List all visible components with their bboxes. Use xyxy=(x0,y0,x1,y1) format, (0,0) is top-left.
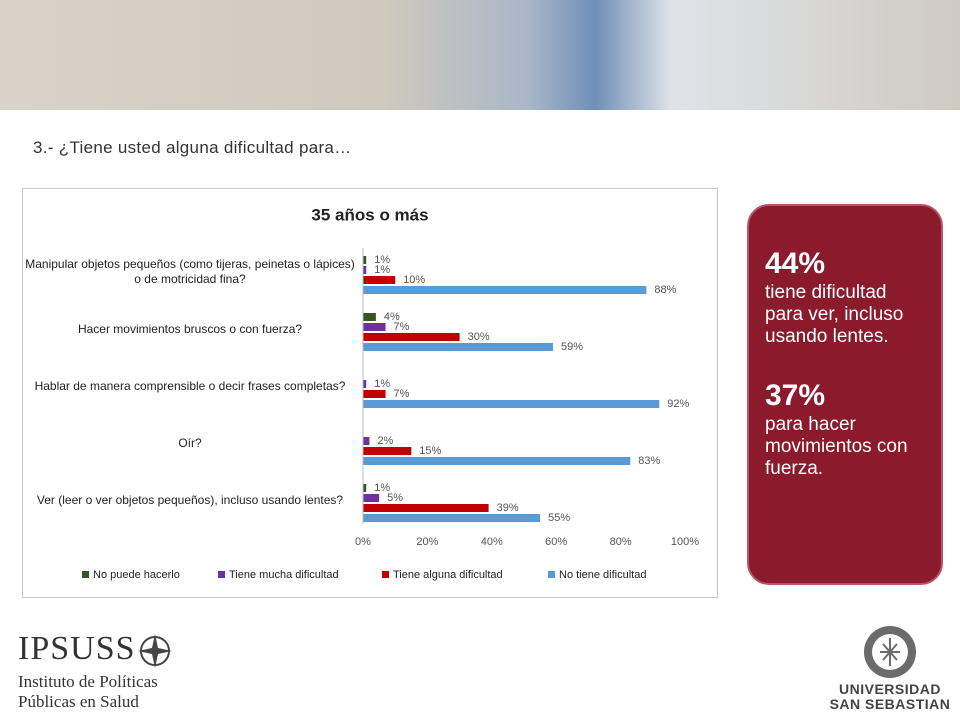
category-text: Hacer movimientos bruscos o con fuerza? xyxy=(77,321,303,336)
category-text: Hablar de manera comprensible o decir fr… xyxy=(34,378,346,393)
category-label: Ver (leer o ver objetos pequeños), inclu… xyxy=(25,480,355,520)
bar xyxy=(363,343,553,351)
value-label: 1% xyxy=(374,254,390,266)
category-text: Manipular objetos pequeños (como tijeras… xyxy=(25,257,355,286)
callout-figure: 44% xyxy=(765,247,826,280)
legend-swatch xyxy=(82,571,89,578)
bar xyxy=(363,447,412,455)
bar xyxy=(363,390,386,398)
value-label: 39% xyxy=(497,502,519,514)
bar xyxy=(363,256,367,264)
bar xyxy=(363,323,386,331)
bar xyxy=(363,266,367,274)
value-label: 1% xyxy=(374,378,390,390)
bar xyxy=(363,313,376,321)
value-label: 15% xyxy=(419,445,441,457)
bar xyxy=(363,380,367,388)
bar xyxy=(363,494,380,502)
value-label: 7% xyxy=(394,321,410,333)
x-tick-label: 20% xyxy=(416,536,438,548)
category-label: Hacer movimientos bruscos o con fuerza? xyxy=(25,309,355,349)
photo-banner xyxy=(0,0,960,110)
legend-label: No puede hacerlo xyxy=(93,569,180,581)
university-emblem xyxy=(864,626,916,678)
x-tick-label: 0% xyxy=(355,536,371,548)
value-label: 1% xyxy=(374,482,390,494)
legend-swatch xyxy=(218,571,225,578)
chart: 35 años o más 1%4%1%1%7%1%2%5%10%30%7%15… xyxy=(82,205,699,581)
bar xyxy=(363,333,460,341)
bar xyxy=(363,400,660,408)
x-tick-label: 100% xyxy=(671,536,699,548)
bar xyxy=(363,514,541,522)
category-label: Hablar de manera comprensible o decir fr… xyxy=(25,366,355,406)
bar xyxy=(363,457,631,465)
x-tick-label: 80% xyxy=(610,536,632,548)
value-label: 5% xyxy=(387,492,403,504)
value-label: 4% xyxy=(384,311,400,323)
value-label: 59% xyxy=(561,341,583,353)
legend-swatch xyxy=(548,571,555,578)
question: 3.- ¿Tiene usted alguna dificultad para… xyxy=(33,138,352,157)
legend-swatch xyxy=(382,571,389,578)
value-label: 1% xyxy=(374,264,390,276)
logo-text: SAN SEBASTIAN xyxy=(829,696,951,712)
bar xyxy=(363,276,396,284)
x-tick-label: 40% xyxy=(481,536,503,548)
category-label: Oír? xyxy=(25,423,355,463)
value-label: 30% xyxy=(468,331,490,343)
logo-text: Públicas en Salud xyxy=(18,692,139,711)
bar xyxy=(363,286,647,294)
value-label: 88% xyxy=(654,284,676,296)
value-label: 2% xyxy=(377,435,393,447)
value-label: 92% xyxy=(667,398,689,410)
legend-label: Tiene alguna dificultad xyxy=(393,569,503,581)
chart-title: 35 años o más xyxy=(311,205,428,224)
logo-emblem xyxy=(138,634,172,668)
callout-text: tiene dificultad para ver, incluso usand… xyxy=(765,282,904,347)
legend-label: No tiene dificultad xyxy=(559,569,646,581)
value-label: 10% xyxy=(403,274,425,286)
callout-figure: 37% xyxy=(765,379,826,412)
value-label: 83% xyxy=(638,455,660,467)
legend-label: Tiene mucha dificultad xyxy=(229,569,339,581)
logo-text: Instituto de Políticas xyxy=(18,672,158,691)
value-label: 7% xyxy=(394,388,410,400)
bar xyxy=(363,504,489,512)
bar xyxy=(363,437,370,445)
x-tick-label: 60% xyxy=(545,536,567,548)
value-label: 55% xyxy=(548,512,570,524)
callout: 44% tiene dificultad para ver, incluso u… xyxy=(747,204,943,585)
category-label: Manipular objetos pequeños (como tijeras… xyxy=(25,252,355,292)
callout-text: para hacer movimientos con fuerza. xyxy=(765,414,908,479)
logo-text: UNIVERSIDAD xyxy=(839,681,941,697)
logo-text: IPSUSS xyxy=(18,630,136,667)
bar xyxy=(363,484,367,492)
category-text: Ver (leer o ver objetos pequeños), inclu… xyxy=(36,492,344,507)
category-text: Oír? xyxy=(178,435,202,450)
